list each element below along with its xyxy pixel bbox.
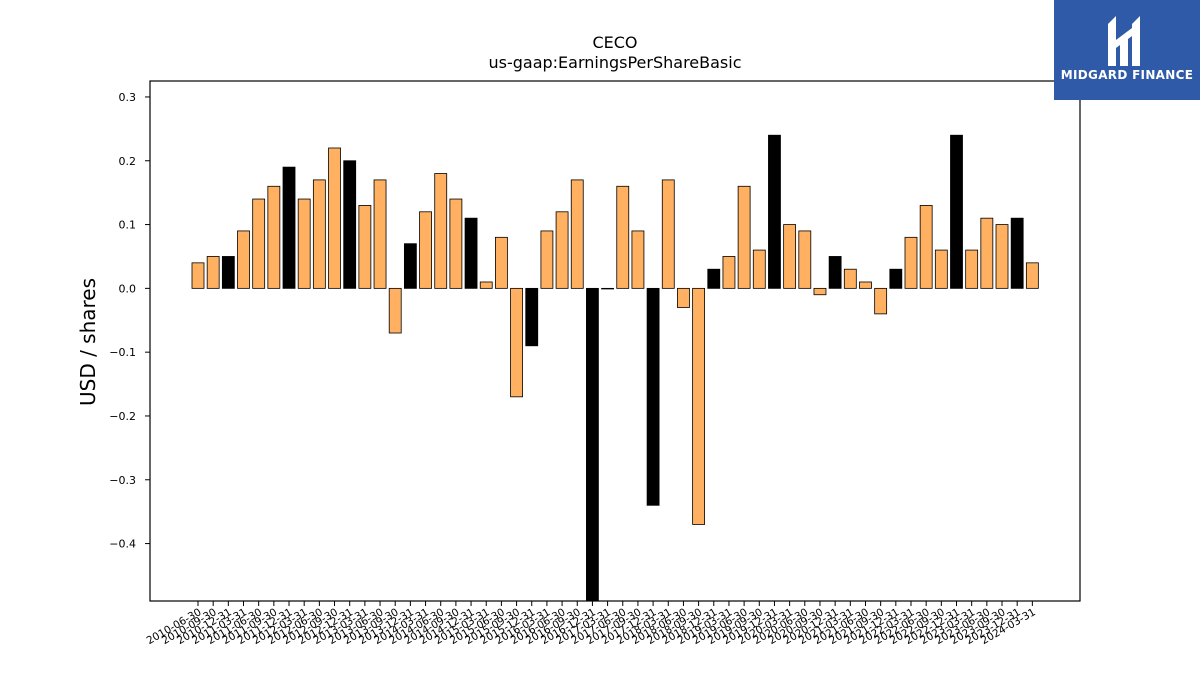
chart-subtitle: us-gaap:EarningsPerShareBasic [488, 53, 741, 72]
y-tick-label: −0.4 [109, 538, 136, 551]
bar [692, 287, 706, 525]
bar [343, 160, 357, 289]
bar [737, 185, 751, 289]
bar [221, 256, 235, 289]
bar [237, 230, 250, 289]
y-axis-ticks: 0.3 0.2 0.1 0.0 −0.1 −0.2 −0.3 −0.4 [109, 91, 150, 551]
bar [1025, 262, 1039, 289]
bar [494, 236, 508, 289]
bar [191, 262, 205, 289]
logo-mark-icon [1108, 16, 1140, 66]
bar [373, 179, 387, 289]
x-axis-ticks: 2010-06-302010-09-302010-12-312011-03-31… [145, 601, 1038, 647]
y-tick-label: 0.0 [119, 282, 137, 295]
bar [419, 211, 432, 289]
bar [631, 230, 645, 289]
bar [813, 287, 827, 296]
bar [297, 198, 311, 289]
bar [874, 287, 888, 315]
bar [707, 268, 721, 289]
bar [783, 224, 797, 289]
bar [206, 256, 220, 289]
y-tick-label: −0.2 [109, 410, 136, 423]
chart-title: CECO [592, 33, 637, 52]
bar [889, 268, 903, 289]
bar [403, 243, 417, 289]
midgard-finance-logo: MIDGARD FINANCE [1054, 0, 1200, 100]
y-tick-label: 0.2 [119, 155, 137, 168]
plot-frame [149, 80, 1081, 602]
bar [722, 256, 736, 289]
bar [328, 147, 341, 289]
bar [388, 287, 402, 334]
bars-group [191, 134, 1039, 602]
bar [768, 134, 781, 289]
bar [752, 249, 766, 289]
bar [1010, 217, 1024, 289]
y-tick-label: −0.3 [109, 474, 136, 487]
bar [995, 224, 1009, 289]
bar [464, 217, 478, 289]
bar [525, 287, 539, 347]
bar [570, 179, 584, 289]
y-tick-label: −0.1 [109, 346, 136, 359]
bar [919, 205, 933, 289]
bar [965, 249, 979, 289]
bar [950, 134, 963, 289]
bar [449, 198, 463, 289]
bar [661, 179, 675, 289]
y-axis-label: USD / shares [76, 278, 100, 406]
bar [798, 230, 812, 289]
bar [934, 249, 948, 289]
bar [904, 236, 918, 289]
y-tick-label: 0.1 [119, 219, 137, 232]
bar [843, 268, 857, 289]
bar [586, 287, 599, 602]
bar [980, 217, 994, 289]
bar [434, 173, 448, 289]
bar [677, 287, 690, 308]
bar [540, 230, 554, 289]
bar [555, 211, 569, 289]
bar [601, 287, 614, 290]
bar [646, 287, 660, 506]
bar [312, 179, 326, 289]
bar [510, 287, 523, 398]
bar [479, 281, 493, 289]
bar [282, 166, 296, 289]
logo-text: MIDGARD FINANCE [1060, 68, 1194, 82]
bar [859, 281, 872, 289]
bar [252, 198, 266, 289]
bar [616, 185, 630, 289]
bar [267, 185, 281, 289]
bar [358, 205, 372, 289]
y-tick-label: 0.3 [119, 91, 137, 104]
bar [828, 256, 842, 289]
